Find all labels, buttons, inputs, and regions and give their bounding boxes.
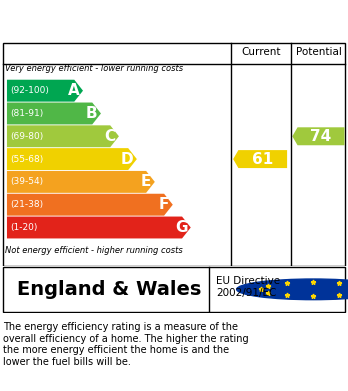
Polygon shape — [233, 150, 287, 168]
Text: EU Directive
2002/91/EC: EU Directive 2002/91/EC — [216, 276, 280, 298]
Text: A: A — [68, 83, 79, 98]
Polygon shape — [7, 194, 173, 216]
Text: Current: Current — [241, 47, 281, 57]
Text: The energy efficiency rating is a measure of the
overall efficiency of a home. T: The energy efficiency rating is a measur… — [3, 322, 249, 367]
Text: Not energy efficient - higher running costs: Not energy efficient - higher running co… — [5, 246, 183, 255]
Polygon shape — [7, 102, 101, 124]
Polygon shape — [7, 148, 137, 170]
Text: (69-80): (69-80) — [10, 132, 44, 141]
Text: (21-38): (21-38) — [10, 200, 44, 209]
Text: (39-54): (39-54) — [10, 178, 44, 187]
Text: G: G — [175, 220, 187, 235]
Text: (81-91): (81-91) — [10, 109, 44, 118]
Circle shape — [237, 279, 348, 300]
Text: F: F — [159, 197, 169, 212]
Text: (1-20): (1-20) — [10, 223, 38, 232]
Text: Energy Efficiency Rating: Energy Efficiency Rating — [50, 11, 298, 30]
Text: (55-68): (55-68) — [10, 154, 44, 163]
Polygon shape — [292, 127, 345, 145]
Polygon shape — [7, 171, 155, 193]
Polygon shape — [7, 126, 119, 147]
Text: D: D — [121, 152, 133, 167]
Text: 61: 61 — [252, 152, 274, 167]
Text: 74: 74 — [310, 129, 332, 144]
Text: Very energy efficient - lower running costs: Very energy efficient - lower running co… — [5, 63, 183, 73]
Polygon shape — [7, 217, 191, 239]
Text: England & Wales: England & Wales — [17, 280, 202, 299]
Text: B: B — [86, 106, 97, 121]
Text: C: C — [104, 129, 116, 144]
Polygon shape — [7, 80, 83, 102]
Text: E: E — [141, 174, 151, 189]
Text: (92-100): (92-100) — [10, 86, 49, 95]
Text: Potential: Potential — [296, 47, 342, 57]
